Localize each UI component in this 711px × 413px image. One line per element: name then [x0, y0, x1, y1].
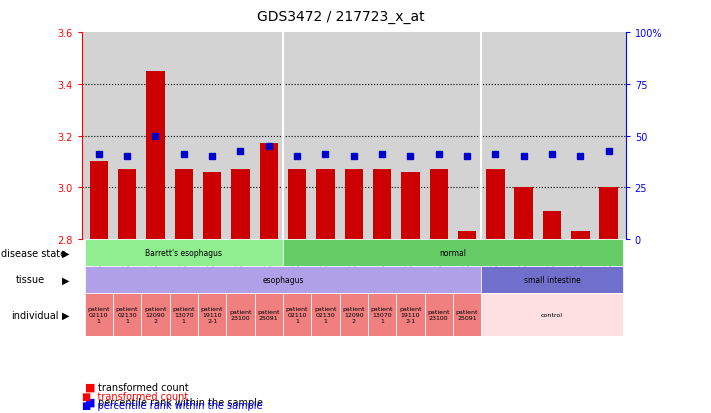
Bar	[231, 170, 250, 240]
Bar	[288, 170, 306, 240]
Text: patient
23100: patient 23100	[229, 309, 252, 320]
Bar	[515, 188, 533, 240]
Bar	[396, 293, 424, 337]
Bar	[311, 293, 340, 337]
Text: transformed count: transformed count	[98, 382, 188, 392]
Text: ▶: ▶	[62, 248, 69, 258]
Bar	[170, 293, 198, 337]
Text: disease state: disease state	[1, 248, 67, 258]
Bar	[90, 162, 108, 240]
Text: small intestine: small intestine	[523, 275, 580, 284]
Text: patient
25091: patient 25091	[456, 309, 479, 320]
Bar	[174, 170, 193, 240]
Bar	[118, 170, 137, 240]
Bar	[542, 211, 561, 240]
Bar	[453, 293, 481, 337]
Text: patient
12090
2: patient 12090 2	[343, 306, 365, 323]
Bar	[283, 240, 623, 266]
Bar	[481, 266, 623, 293]
Text: percentile rank within the sample: percentile rank within the sample	[98, 396, 263, 407]
Text: control: control	[541, 312, 563, 318]
Text: ■: ■	[85, 396, 96, 407]
Text: ■  percentile rank within the sample: ■ percentile rank within the sample	[82, 400, 262, 410]
Bar	[345, 170, 363, 240]
Bar	[85, 293, 113, 337]
Text: patient
19110
2-1: patient 19110 2-1	[399, 306, 422, 323]
Text: patient
02130
1: patient 02130 1	[314, 306, 336, 323]
Bar	[198, 293, 226, 337]
Text: normal: normal	[439, 249, 466, 257]
Bar	[141, 293, 170, 337]
Text: patient
02110
1: patient 02110 1	[286, 306, 309, 323]
Text: tissue: tissue	[16, 275, 45, 285]
Text: patient
02130
1: patient 02130 1	[116, 306, 139, 323]
Text: esophagus: esophagus	[262, 275, 304, 284]
Bar	[255, 293, 283, 337]
Bar	[429, 170, 448, 240]
Text: ▶: ▶	[62, 310, 69, 320]
Bar	[486, 170, 505, 240]
Text: patient
02110
1: patient 02110 1	[87, 306, 110, 323]
Bar	[85, 266, 481, 293]
Text: individual: individual	[11, 310, 58, 320]
Bar	[599, 188, 618, 240]
Bar	[283, 293, 311, 337]
Text: patient
19110
2-1: patient 19110 2-1	[201, 306, 223, 323]
Text: ▶: ▶	[62, 275, 69, 285]
Bar	[368, 293, 396, 337]
Text: Barrett's esophagus: Barrett's esophagus	[145, 249, 223, 257]
Text: ■: ■	[85, 382, 96, 392]
Bar	[226, 293, 255, 337]
Bar	[401, 172, 419, 240]
Text: patient
23100: patient 23100	[427, 309, 450, 320]
Bar	[85, 240, 283, 266]
Bar	[373, 170, 391, 240]
Bar	[481, 293, 623, 337]
Bar	[316, 170, 335, 240]
Text: patient
13070
1: patient 13070 1	[173, 306, 195, 323]
Text: patient
25091: patient 25091	[257, 309, 280, 320]
Bar	[458, 232, 476, 240]
Bar	[203, 172, 221, 240]
Text: patient
12090
2: patient 12090 2	[144, 306, 166, 323]
Text: patient
13070
1: patient 13070 1	[371, 306, 393, 323]
Bar	[260, 144, 278, 240]
Text: GDS3472 / 217723_x_at: GDS3472 / 217723_x_at	[257, 10, 425, 24]
Bar	[571, 232, 589, 240]
Bar	[146, 72, 165, 240]
Bar	[424, 293, 453, 337]
Bar	[113, 293, 141, 337]
Bar	[340, 293, 368, 337]
Text: ■  transformed count: ■ transformed count	[82, 392, 188, 401]
